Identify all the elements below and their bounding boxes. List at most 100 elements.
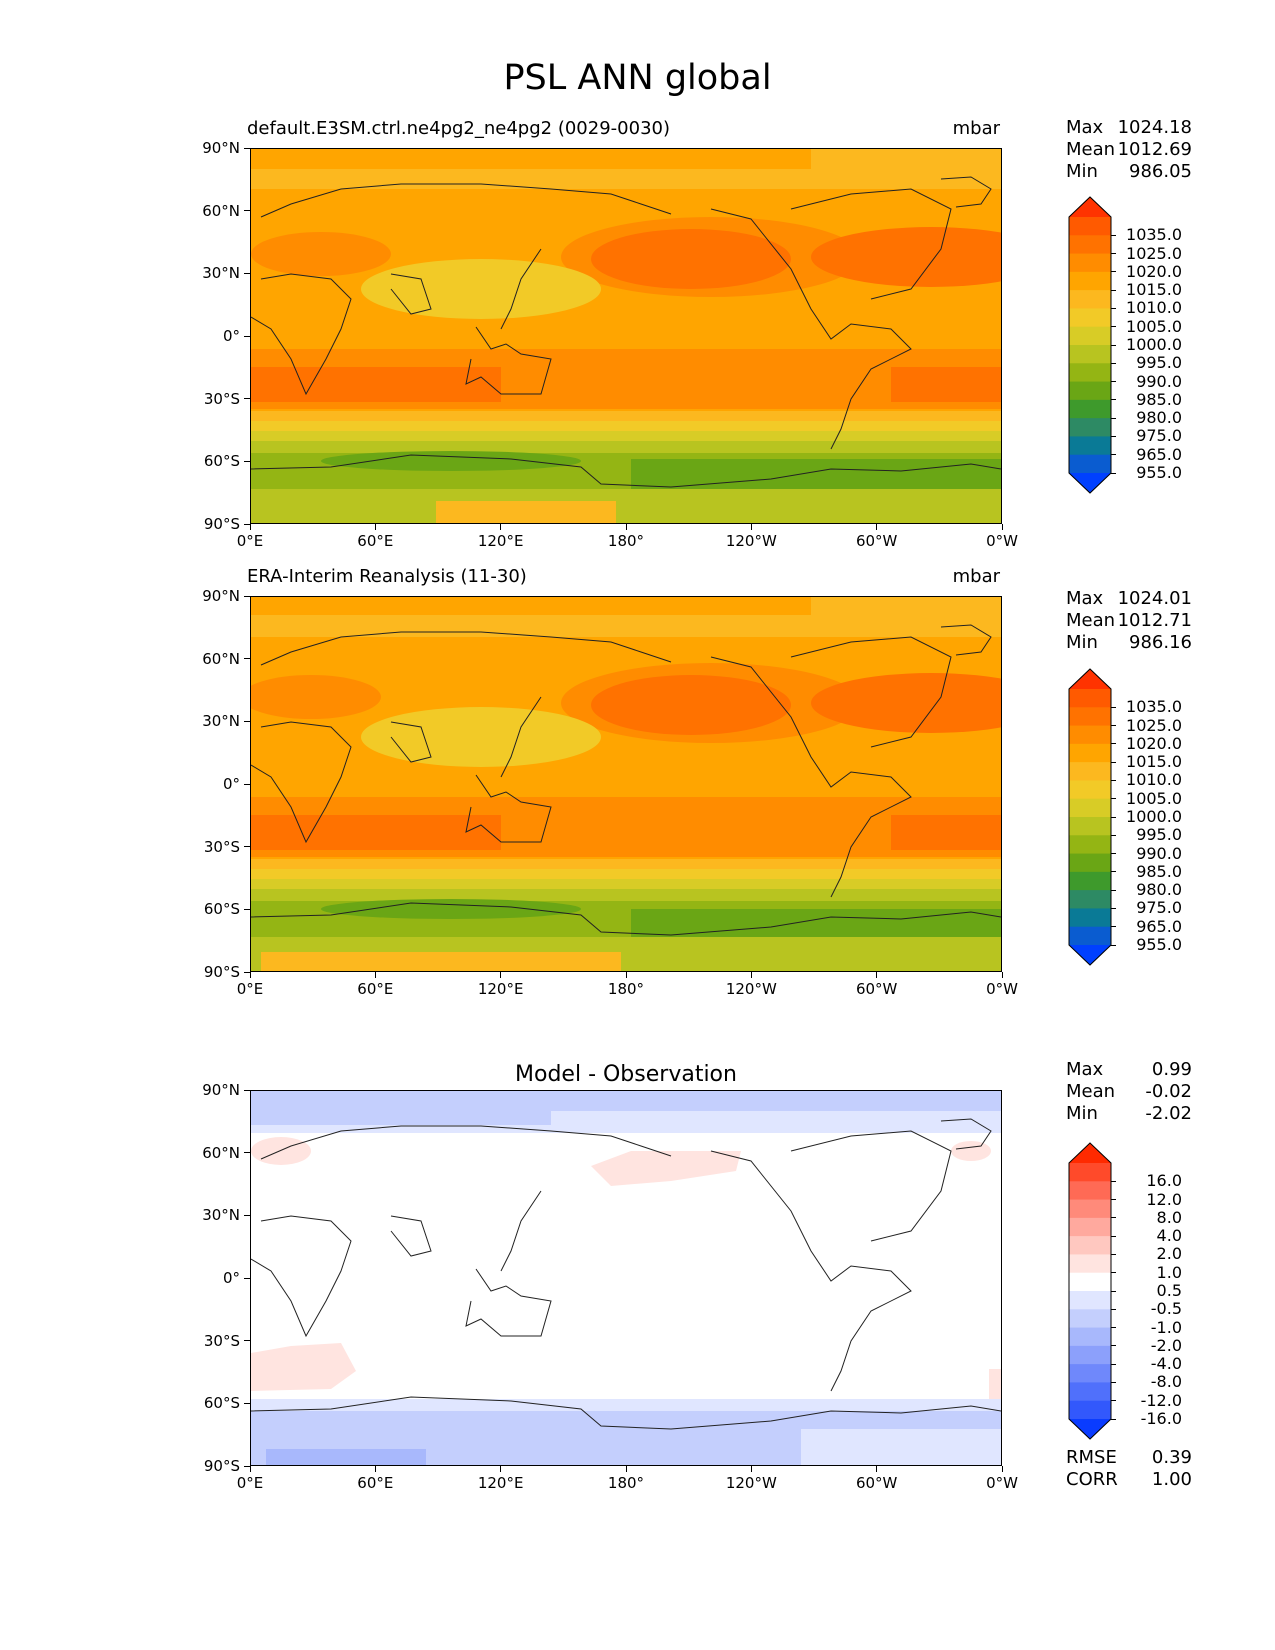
- colorbar-extend-bottom: [1069, 1419, 1111, 1439]
- colorbar-segment: [1069, 871, 1111, 891]
- y-tick-label: 30°S: [203, 1331, 240, 1350]
- colorbar-segment: [1069, 817, 1111, 836]
- y-tick-label: 30°N: [202, 264, 240, 283]
- colorbar-label: 8.0: [1156, 1207, 1182, 1227]
- y-tick-label: 90°S: [203, 515, 240, 533]
- colorbar-label: 1010.0: [1126, 770, 1182, 790]
- colorbar-segment: [1069, 725, 1111, 745]
- stat-label: RMSE: [1066, 1447, 1117, 1468]
- x-tick-label: 60°W: [855, 980, 898, 998]
- map-panel-model: [250, 148, 1002, 524]
- y-tick-mark: [244, 846, 250, 848]
- colorbar-segment: [1069, 1309, 1111, 1329]
- stat-value: 986.16: [1129, 632, 1192, 653]
- colorbar-segment: [1069, 454, 1111, 474]
- colorbar-tick: [1111, 399, 1116, 401]
- stats-diff: Max 0.99 Mean -0.02 Min -2.02: [1066, 1059, 1192, 1125]
- colorbar-tick: [1111, 1290, 1116, 1292]
- colorbar-tick: [1111, 381, 1116, 383]
- colorbar-tick: [1111, 944, 1116, 946]
- x-tick-mark: [1001, 1466, 1003, 1472]
- x-tick-mark: [1001, 524, 1003, 530]
- colorbar-tick: [1111, 853, 1116, 855]
- colorbar-label: 965.0: [1136, 444, 1182, 464]
- y-tick-mark: [244, 1340, 250, 1342]
- colorbar-tick: [1111, 1235, 1116, 1237]
- colorbar-label: 1015.0: [1126, 280, 1182, 300]
- x-tick-label: 60°W: [855, 532, 898, 550]
- x-tick-mark: [625, 524, 627, 530]
- x-tick-mark: [374, 972, 376, 978]
- colorbar-tick: [1111, 761, 1116, 763]
- colorbar-label: 980.0: [1136, 880, 1182, 900]
- colorbar-segment: [1069, 399, 1111, 419]
- x-tick-label: 0°E: [236, 980, 264, 998]
- y-tick-mark: [244, 658, 250, 660]
- colorbar-label: 16.0: [1146, 1171, 1182, 1191]
- y-tick-mark: [244, 523, 250, 525]
- colorbar-segment: [1069, 1345, 1111, 1365]
- colorbar-tick: [1111, 1327, 1116, 1329]
- colorbar-segment: [1069, 253, 1111, 273]
- y-tick-mark: [244, 971, 250, 973]
- panel-title-diff: Model - Observation: [515, 1062, 737, 1087]
- colorbar-diff: [1068, 1142, 1112, 1440]
- colorbar-segment: [1069, 1236, 1111, 1255]
- colorbar-label: 955.0: [1136, 935, 1182, 954]
- y-tick-label: 60°S: [203, 900, 240, 919]
- y-tick-label: 0°: [222, 775, 240, 793]
- colorbar-label: 2.0: [1156, 1244, 1182, 1264]
- colorbar-tick: [1111, 743, 1116, 745]
- colorbar-segment: [1069, 363, 1111, 383]
- y-tick-mark: [244, 783, 250, 785]
- colorbar-tick: [1111, 926, 1116, 928]
- x-tick-label: 0°W: [986, 980, 1018, 998]
- colorbar-tick: [1111, 326, 1116, 328]
- colorbar-tick: [1111, 1199, 1116, 1201]
- y-tick-label: 90°S: [203, 1457, 240, 1475]
- y-tick-mark: [244, 1402, 250, 1404]
- stat-label: Max: [1066, 588, 1104, 609]
- colorbar-segment: [1069, 1364, 1111, 1383]
- colorbar-label: 4.0: [1156, 1226, 1182, 1246]
- colorbar-segment: [1069, 908, 1111, 928]
- coastlines: [251, 1118, 1001, 1430]
- y-tick-mark: [244, 1277, 250, 1279]
- colorbar-segment: [1069, 1163, 1111, 1182]
- colorbar-segment: [1069, 436, 1111, 456]
- colorbar-label: -2.0: [1150, 1335, 1182, 1355]
- colorbar-label: 1015.0: [1126, 752, 1182, 772]
- colorbar-segment: [1069, 418, 1111, 437]
- colorbar-segment: [1069, 926, 1111, 946]
- x-tick-mark: [625, 1466, 627, 1472]
- colorbar-tick: [1111, 725, 1116, 727]
- coastlines: [251, 624, 1001, 936]
- pacific-high: [591, 229, 791, 289]
- x-tick-label: 0°E: [236, 1474, 264, 1492]
- colorbar-tick: [1111, 1253, 1116, 1255]
- x-tick-label: 180°: [607, 1474, 645, 1492]
- colorbar-tick: [1111, 1272, 1116, 1274]
- x-tick-label: 120°W: [725, 1474, 777, 1492]
- colorbar-tick: [1111, 907, 1116, 909]
- x-tick-mark: [876, 1466, 878, 1472]
- colorbar-label: 995.0: [1136, 825, 1182, 845]
- y-tick-mark: [244, 1465, 250, 1467]
- stat-value: 1012.71: [1117, 610, 1192, 631]
- colorbar-label: 1005.0: [1126, 788, 1182, 808]
- y-tick-mark: [244, 335, 250, 337]
- stat-value: 0.99: [1151, 1059, 1192, 1080]
- colorbar-segment: [1069, 835, 1111, 855]
- x-tick-label: 120°W: [725, 532, 777, 550]
- y-tick-label: 30°S: [203, 389, 240, 408]
- colorbar-tick: [1111, 706, 1116, 708]
- x-tick-label: 180°: [607, 532, 645, 550]
- colorbar-label: 1010.0: [1126, 298, 1182, 318]
- colorbar-tick: [1111, 253, 1116, 255]
- colorbar-tick: [1111, 417, 1116, 419]
- coastlines: [251, 176, 1001, 488]
- y-tick-mark: [244, 460, 250, 462]
- stat-value: 1012.69: [1117, 139, 1192, 160]
- colorbar-label: 1020.0: [1126, 733, 1182, 753]
- atlantic-high: [811, 227, 1001, 287]
